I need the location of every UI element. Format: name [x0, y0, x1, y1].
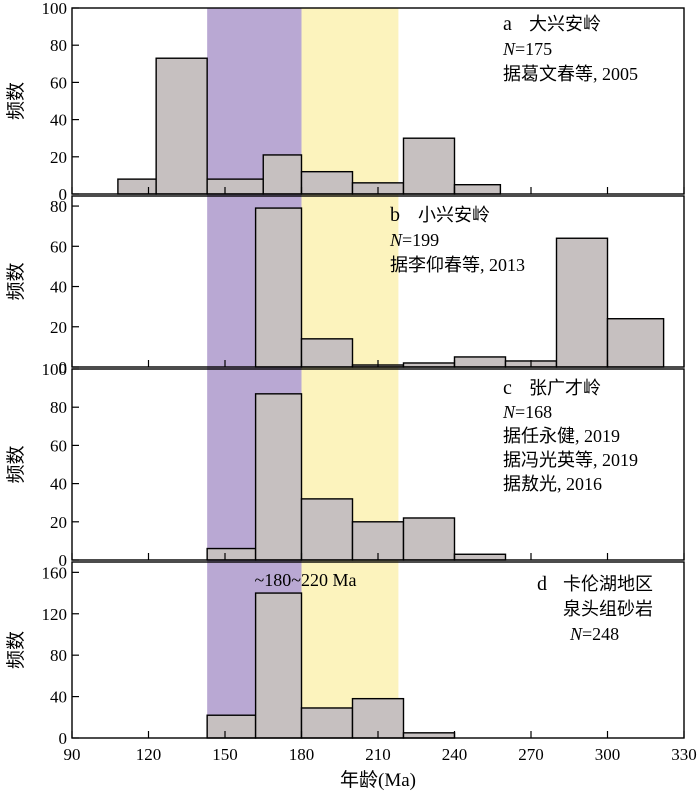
bar-a-7 — [453, 183, 502, 195]
y-tick-label-d-40: 40 — [50, 688, 67, 707]
x-tick-label-180: 180 — [289, 745, 315, 764]
x-tick-label-150: 150 — [212, 745, 238, 764]
panel-note-a-0: 大兴安岭 — [529, 14, 601, 34]
y-tick-label-d-160: 160 — [42, 563, 68, 582]
bar-a-6 — [402, 137, 456, 195]
x-tick-label-120: 120 — [136, 745, 162, 764]
panel-letter-c: c — [503, 377, 512, 399]
y-tick-label-a-60: 60 — [50, 73, 67, 92]
x-tick-label-210: 210 — [365, 745, 391, 764]
bar-d-2 — [300, 707, 354, 739]
bar-d-1 — [254, 592, 303, 739]
y-tick-label-b-60: 60 — [50, 237, 67, 256]
bar-a-0 — [117, 178, 157, 195]
panel-note-c-3: 据冯光英等, 2019 — [503, 450, 638, 470]
bar-a-1 — [155, 57, 208, 195]
bar-a-2 — [206, 178, 264, 195]
bar-b-0 — [254, 207, 303, 368]
panel-letter-d: d — [537, 573, 547, 595]
y-axis-label-c: 频数 — [5, 445, 27, 483]
panel-note-c-2: 据任永健, 2019 — [503, 426, 620, 446]
x-tick-label-90: 90 — [64, 745, 81, 764]
x-tick-label-240: 240 — [442, 745, 468, 764]
x-tick-label-270: 270 — [518, 745, 544, 764]
y-tick-label-a-20: 20 — [50, 148, 67, 167]
panel-note-c-1: N=168 — [502, 402, 552, 422]
bar-a-3 — [262, 154, 303, 195]
panel-note-d-2: N=248 — [569, 624, 619, 644]
bar-b-1 — [300, 338, 354, 368]
panel-note-b-1: N=199 — [389, 230, 439, 250]
y-tick-label-b-40: 40 — [50, 278, 67, 297]
panel-c: 0 20 40 60 80 100 频数 c 张广才岭 N=168 据任永健, 2019 据冯光英等,… — [5, 360, 685, 570]
y-tick-label-c-40: 40 — [50, 475, 67, 494]
x-axis-label: 年龄(Ma) — [340, 769, 416, 791]
panel-note-c-4: 据敖光, 2016 — [503, 474, 602, 494]
y-tick-label-c-60: 60 — [50, 436, 67, 455]
bar-d-4 — [402, 732, 456, 739]
bar-c-4 — [402, 517, 456, 561]
panel-letter-a: a — [503, 13, 512, 35]
y-tick-label-a-80: 80 — [50, 36, 67, 55]
bar-c-1 — [254, 393, 303, 561]
age-band-yellow — [301, 8, 399, 738]
bar-a-4 — [300, 170, 354, 195]
band-note: ~180~220 Ma — [255, 570, 357, 590]
bar-c-0 — [206, 547, 257, 561]
panel-note-d-0: 卡伦湖地区 — [563, 574, 653, 594]
y-tick-label-d-80: 80 — [50, 646, 67, 665]
y-tick-label-a-0: 0 — [59, 185, 68, 204]
y-tick-label-c-20: 20 — [50, 513, 67, 532]
y-axis-label-d: 频数 — [5, 631, 27, 669]
bar-d-0 — [206, 714, 257, 739]
x-tick-label-300: 300 — [595, 745, 621, 764]
panel-b: 0 20 40 60 80 频数 b 小兴安岭 N=199 据李仰春等, 2013 — [5, 195, 685, 377]
panel-note-b-2: 据李仰春等, 2013 — [390, 255, 525, 275]
bar-c-5 — [453, 553, 507, 561]
y-tick-label-a-40: 40 — [50, 111, 67, 130]
y-tick-label-c-80: 80 — [50, 398, 67, 417]
panel-note-b-0: 小兴安岭 — [418, 205, 490, 225]
panel-note-a-2: 据葛文春等, 2005 — [503, 64, 638, 84]
y-tick-label-d-0: 0 — [59, 729, 68, 748]
bar-b-7 — [606, 318, 665, 368]
y-tick-label-a-100: 100 — [42, 0, 68, 18]
bar-b-4 — [453, 356, 507, 368]
bar-b-6 — [555, 237, 609, 368]
y-tick-label-c-100: 100 — [42, 360, 68, 379]
panel-note-d-1: 泉头组砂岩 — [563, 599, 653, 619]
y-tick-label-b-20: 20 — [50, 318, 67, 337]
y-tick-label-c-0: 0 — [59, 551, 68, 570]
y-axis-label-a: 频数 — [5, 82, 27, 120]
y-tick-label-b-80: 80 — [50, 197, 67, 216]
y-tick-label-b-0: 0 — [59, 358, 68, 377]
panel-letter-b: b — [390, 204, 400, 226]
bar-c-2 — [300, 498, 354, 561]
panel-note-a-1: N=175 — [502, 39, 552, 59]
y-axis-label-b: 频数 — [5, 262, 27, 300]
panel-a: 0 20 40 60 80 100 频数 a 大兴安岭 N=175 据葛文春等, 2005 — [5, 0, 685, 204]
y-tick-label-d-120: 120 — [42, 605, 68, 624]
panel-note-c-0: 张广才岭 — [529, 378, 601, 398]
x-tick-label-330: 330 — [671, 745, 697, 764]
